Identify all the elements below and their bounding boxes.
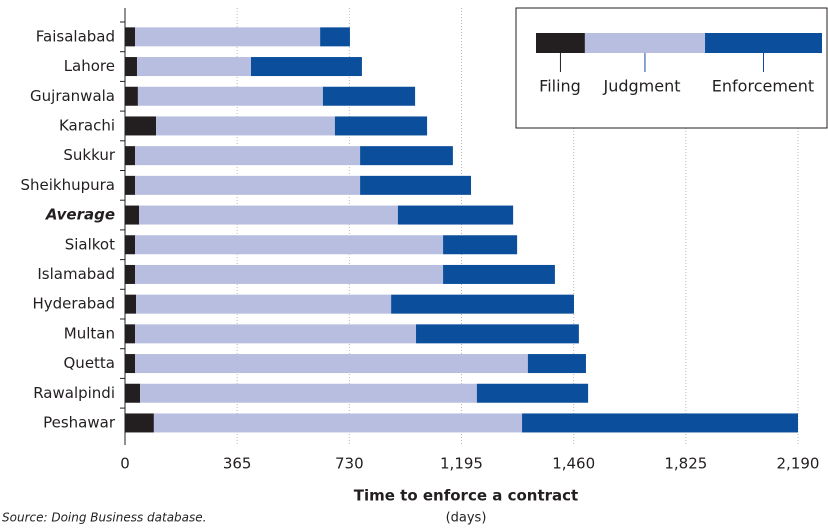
y-tick-label: Sheikhupura bbox=[20, 176, 115, 194]
x-tick-label: 1,195 bbox=[440, 455, 483, 473]
bar-segment bbox=[135, 27, 321, 47]
bar-segment bbox=[476, 383, 589, 403]
x-tick-label: 365 bbox=[223, 455, 252, 473]
bar-segment bbox=[125, 264, 136, 284]
bar-segment bbox=[135, 264, 444, 284]
bar-segment bbox=[135, 324, 417, 344]
bar-segment bbox=[320, 27, 350, 47]
bar-segment bbox=[334, 116, 428, 136]
bar-segment bbox=[125, 146, 136, 166]
y-tick-label: Lahore bbox=[64, 57, 115, 75]
legend-label: Judgment bbox=[602, 77, 680, 96]
bar-segment bbox=[416, 324, 579, 344]
bar-segment bbox=[391, 294, 574, 314]
x-axis-subtitle: (days) bbox=[446, 511, 487, 526]
y-tick-label: Hyderabad bbox=[33, 295, 116, 313]
x-tick-label: 1,825 bbox=[664, 455, 707, 473]
bar-segment bbox=[137, 86, 323, 106]
bar-segment bbox=[527, 354, 586, 374]
bar-segment bbox=[322, 86, 416, 106]
x-tick-label: 2,190 bbox=[777, 455, 820, 473]
source-note: Source: Doing Business database. bbox=[2, 511, 206, 525]
bar-segment bbox=[125, 86, 138, 106]
x-tick-label: 1,460 bbox=[552, 455, 595, 473]
bar-segment bbox=[360, 146, 453, 166]
y-tick-label: Average bbox=[45, 206, 115, 224]
bar-segment bbox=[125, 175, 136, 195]
y-tick-label: Sukkur bbox=[63, 146, 115, 164]
bar-segment bbox=[125, 27, 136, 47]
bar-segment bbox=[139, 205, 398, 225]
legend-swatch bbox=[705, 33, 822, 53]
x-axis-title: Time to enforce a contract bbox=[354, 487, 578, 505]
bar-segment bbox=[125, 354, 136, 374]
bar-segment bbox=[135, 235, 444, 255]
bar-segment bbox=[136, 294, 392, 314]
y-tick-label: Quetta bbox=[64, 354, 116, 372]
bar-segment bbox=[136, 57, 251, 77]
y-tick-label: Multan bbox=[64, 324, 115, 342]
legend-swatch bbox=[584, 33, 706, 53]
legend-swatch bbox=[536, 33, 585, 53]
y-tick-label: Rawalpindi bbox=[33, 384, 115, 402]
bar-segment bbox=[522, 413, 798, 433]
legend-label: Enforcement bbox=[712, 77, 814, 96]
y-tick-label: Peshawar bbox=[43, 413, 116, 431]
legend-label: Filing bbox=[539, 77, 581, 96]
y-tick-label: Faisalabad bbox=[36, 27, 115, 45]
y-tick-label: Sialkot bbox=[65, 235, 115, 253]
bar-segment bbox=[443, 235, 518, 255]
x-tick-label: 0 bbox=[120, 455, 130, 473]
bar-segment bbox=[156, 116, 335, 136]
legend-box bbox=[515, 7, 828, 129]
y-tick-label: Karachi bbox=[59, 116, 115, 134]
bar-segment bbox=[135, 146, 361, 166]
bar-segment bbox=[125, 116, 157, 136]
bar-segment bbox=[140, 383, 477, 403]
bar-segment bbox=[135, 175, 361, 195]
bar-segment bbox=[125, 205, 140, 225]
bar-segment bbox=[125, 235, 136, 255]
bar-segment bbox=[250, 57, 362, 77]
bar-segment bbox=[397, 205, 514, 225]
x-tick-label: 730 bbox=[335, 455, 364, 473]
y-tick-label: Islamabad bbox=[37, 265, 115, 283]
bar-segment bbox=[125, 294, 137, 314]
bar-segment bbox=[360, 175, 472, 195]
bar-segment bbox=[153, 413, 523, 433]
bar-segment bbox=[443, 264, 555, 284]
bar-segment bbox=[125, 413, 154, 433]
bar-segment bbox=[125, 57, 137, 77]
y-tick-label: Gujranwala bbox=[30, 87, 115, 105]
bar-segment bbox=[135, 354, 528, 374]
bar-segment bbox=[125, 383, 141, 403]
bar-segment bbox=[125, 324, 136, 344]
